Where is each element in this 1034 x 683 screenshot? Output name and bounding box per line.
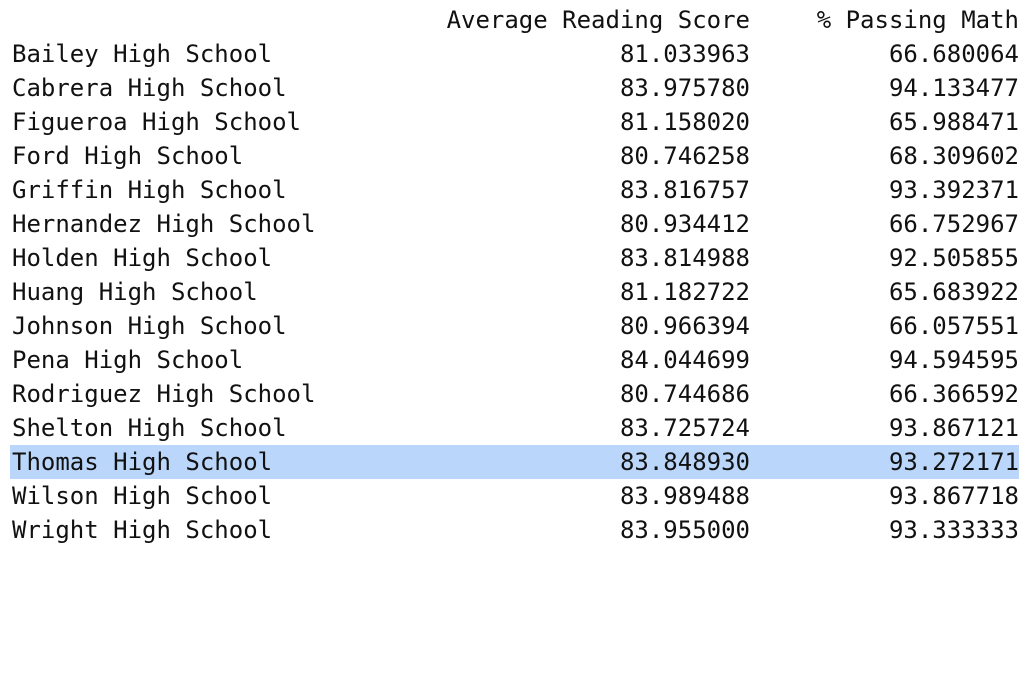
reading-score: 83.955000	[619, 516, 750, 544]
reading-score: 80.966394	[619, 312, 750, 340]
table-row-selected[interactable]: Thomas High School 83.848930 93.272171	[10, 445, 1019, 479]
table-row[interactable]: Huang High School 81.182722 65.683922	[10, 275, 1019, 309]
reading-score: 81.033963	[619, 40, 750, 68]
passing-math: 65.988471	[888, 108, 1019, 136]
table-row[interactable]: Holden High School 83.814988 92.505855	[10, 241, 1019, 275]
reading-score: 81.158020	[619, 108, 750, 136]
passing-math: 66.680064	[888, 40, 1019, 68]
school-name: Huang High School	[12, 278, 258, 306]
passing-math: 66.057551	[888, 312, 1019, 340]
school-name: Pena High School	[12, 346, 244, 374]
reading-score: 83.816757	[619, 176, 750, 204]
school-name: Griffin High School	[12, 176, 287, 204]
reading-score: 81.182722	[619, 278, 750, 306]
passing-math: 68.309602	[888, 142, 1019, 170]
school-name: Wilson High School	[12, 482, 273, 510]
passing-math: 66.752967	[888, 210, 1019, 238]
passing-math: 93.867718	[888, 482, 1019, 510]
table-row[interactable]: Griffin High School 83.816757 93.392371	[10, 173, 1019, 207]
table-row[interactable]: Johnson High School 80.966394 66.057551	[10, 309, 1019, 343]
table-row[interactable]: Cabrera High School 83.975780 94.133477	[10, 71, 1019, 105]
school-name: Thomas High School	[12, 448, 273, 476]
data-table: Average Reading Score % Passing Math Bai…	[10, 3, 1019, 547]
reading-score: 83.989488	[619, 482, 750, 510]
table-row[interactable]: Bailey High School 81.033963 66.680064	[10, 37, 1019, 71]
passing-math: 65.683922	[888, 278, 1019, 306]
passing-math: 66.366592	[888, 380, 1019, 408]
table-row[interactable]: Shelton High School 83.725724 93.867121	[10, 411, 1019, 445]
table-row[interactable]: Hernandez High School 80.934412 66.75296…	[10, 207, 1019, 241]
reading-score-header: Average Reading Score	[446, 6, 750, 34]
passing-math: 93.867121	[888, 414, 1019, 442]
passing-math: 94.594595	[888, 346, 1019, 374]
school-name: Shelton High School	[12, 414, 287, 442]
reading-score: 84.044699	[619, 346, 750, 374]
school-name: Holden High School	[12, 244, 273, 272]
table-row[interactable]: Wilson High School 83.989488 93.867718	[10, 479, 1019, 513]
reading-score: 80.744686	[619, 380, 750, 408]
school-name: Cabrera High School	[12, 74, 287, 102]
passing-math: 93.392371	[888, 176, 1019, 204]
table-row[interactable]: Pena High School 84.044699 94.594595	[10, 343, 1019, 377]
table-row[interactable]: Ford High School 80.746258 68.309602	[10, 139, 1019, 173]
reading-score: 80.746258	[619, 142, 750, 170]
reading-score: 83.814988	[619, 244, 750, 272]
reading-score: 83.975780	[619, 74, 750, 102]
passing-math: 94.133477	[888, 74, 1019, 102]
passing-math: 92.505855	[888, 244, 1019, 272]
reading-score: 80.934412	[619, 210, 750, 238]
school-name: Rodriguez High School	[12, 380, 316, 408]
reading-score: 83.725724	[619, 414, 750, 442]
table-row[interactable]: Figueroa High School 81.158020 65.988471	[10, 105, 1019, 139]
passing-math: 93.272171	[888, 448, 1019, 476]
passing-math: 93.333333	[888, 516, 1019, 544]
header-row: Average Reading Score % Passing Math	[10, 3, 1019, 37]
school-name: Hernandez High School	[12, 210, 316, 238]
school-name: Bailey High School	[12, 40, 273, 68]
passing-math-header: % Passing Math	[816, 6, 1019, 34]
school-name: Ford High School	[12, 142, 244, 170]
table-row[interactable]: Wright High School 83.955000 93.333333	[10, 513, 1019, 547]
school-name: Figueroa High School	[12, 108, 301, 136]
table-row[interactable]: Rodriguez High School 80.744686 66.36659…	[10, 377, 1019, 411]
reading-score: 83.848930	[619, 448, 750, 476]
school-name: Wright High School	[12, 516, 273, 544]
school-name: Johnson High School	[12, 312, 287, 340]
